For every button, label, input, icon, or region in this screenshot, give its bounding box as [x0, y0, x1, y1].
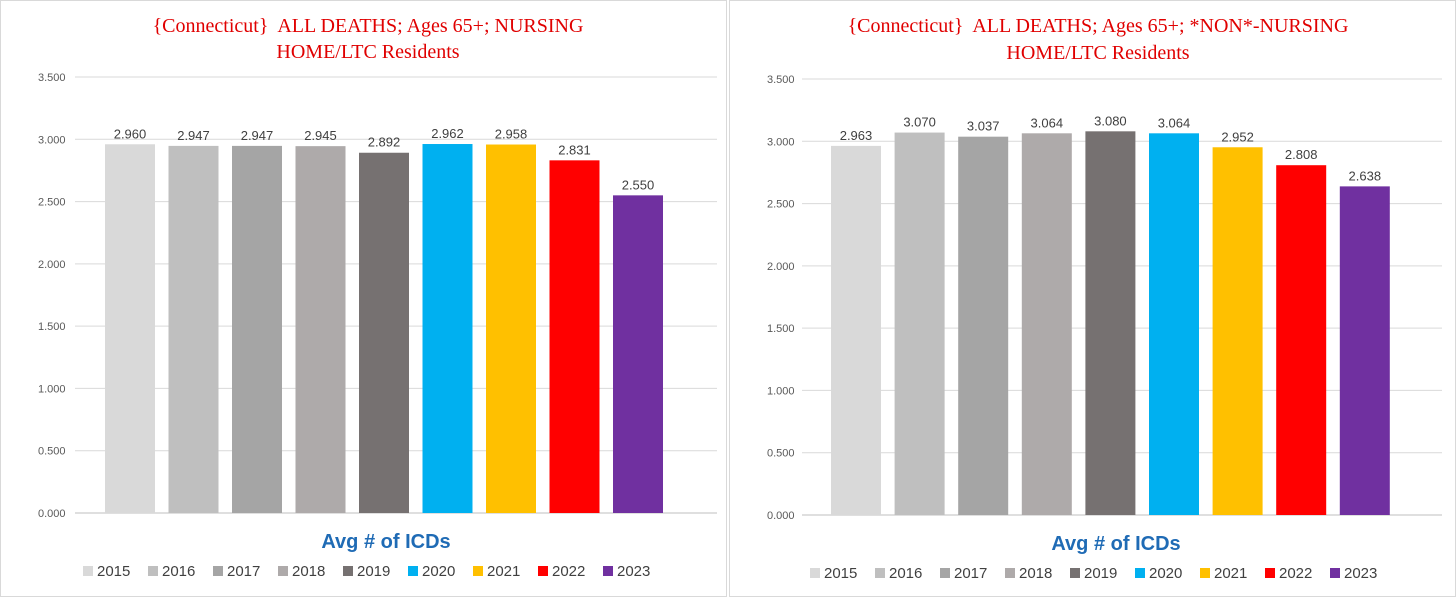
legend-label-2018: 2018 [292, 563, 325, 580]
legend-label-2021: 2021 [487, 563, 520, 580]
data-label-2018: 3.064 [1031, 115, 1064, 130]
legend-swatch-2021 [1200, 568, 1210, 578]
y-tick-label: 1.500 [767, 323, 795, 335]
x-axis-title: Avg # of ICDs [321, 531, 450, 553]
legend-label-2023: 2023 [617, 563, 650, 580]
chart-title-line-2: HOME/LTC Residents [1006, 42, 1189, 64]
bar-2016 [894, 132, 945, 515]
data-label-2017: 2.947 [241, 128, 274, 143]
data-label-2020: 2.962 [431, 126, 464, 141]
legend-label-2017: 2017 [954, 565, 987, 582]
bar-2023 [1339, 186, 1390, 516]
data-label-2022: 2.831 [558, 142, 591, 157]
chart-title-line-2: HOME/LTC Residents [276, 41, 459, 63]
y-tick-label: 3.000 [767, 136, 795, 148]
data-label-2016: 3.070 [903, 115, 936, 130]
chart-panel-non-nursing-home: {Connecticut} ALL DEATHS; Ages 65+; *NON… [729, 0, 1456, 597]
y-tick-label: 1.000 [38, 383, 66, 395]
legend-label-2015: 2015 [97, 563, 130, 580]
y-tick-label: 3.000 [38, 134, 66, 146]
y-tick-label: 2.500 [767, 199, 795, 211]
data-label-2023: 2.638 [1349, 168, 1382, 183]
data-label-2016: 2.947 [177, 128, 210, 143]
legend-swatch-2015 [83, 566, 93, 576]
y-tick-label: 2.500 [38, 197, 66, 209]
legend-label-2019: 2019 [357, 563, 390, 580]
legend-swatch-2022 [1265, 568, 1275, 578]
data-label-2022: 2.808 [1285, 147, 1318, 162]
y-tick-label: 1.500 [38, 321, 66, 333]
legend-label-2019: 2019 [1084, 565, 1117, 582]
legend-swatch-2023 [603, 566, 613, 576]
y-tick-label: 0.500 [767, 448, 795, 460]
legend-swatch-2017 [213, 566, 223, 576]
legend-swatch-2021 [473, 566, 483, 576]
data-label-2019: 3.080 [1094, 113, 1127, 128]
legend-swatch-2017 [940, 568, 950, 578]
legend-label-2022: 2022 [552, 563, 585, 580]
bar-2020 [422, 144, 473, 514]
legend-swatch-2023 [1330, 568, 1340, 578]
bar-2022 [1276, 165, 1327, 515]
legend-label-2017: 2017 [227, 563, 260, 580]
bar-2016 [168, 145, 219, 513]
bar-2018 [295, 146, 346, 513]
legend-label-2016: 2016 [889, 565, 922, 582]
data-label-2023: 2.550 [622, 177, 655, 192]
bar-2015 [831, 145, 881, 516]
chart-panel-nursing-home: {Connecticut} ALL DEATHS; Ages 65+; NURS… [0, 0, 727, 597]
legend-label-2023: 2023 [1344, 565, 1377, 582]
chart-title-line-1: {Connecticut} ALL DEATHS; Ages 65+; NURS… [153, 15, 584, 37]
data-label-2018: 2.945 [304, 128, 337, 143]
legend-swatch-2019 [343, 566, 353, 576]
data-label-2019: 2.892 [368, 135, 401, 150]
legend-swatch-2016 [148, 566, 158, 576]
y-tick-label: 2.000 [38, 259, 66, 271]
legend-swatch-2015 [810, 568, 820, 578]
y-tick-label: 0.000 [38, 508, 66, 520]
legend-swatch-2018 [278, 566, 288, 576]
bar-2019 [359, 152, 409, 513]
y-tick-label: 0.000 [767, 510, 795, 522]
data-label-2015: 2.963 [840, 128, 873, 143]
bar-2021 [486, 144, 536, 514]
y-tick-label: 1.000 [767, 385, 795, 397]
y-tick-label: 0.500 [38, 446, 66, 458]
legend-swatch-2016 [875, 568, 885, 578]
y-tick-label: 3.500 [38, 72, 66, 84]
bar-2018 [1021, 133, 1072, 515]
chart-title-line-1: {Connecticut} ALL DEATHS; Ages 65+; *NON… [848, 15, 1349, 37]
data-label-2021: 2.952 [1221, 129, 1254, 144]
y-tick-label: 3.500 [767, 74, 795, 86]
legend-swatch-2022 [538, 566, 548, 576]
x-axis-title: Avg # of ICDs [1051, 533, 1180, 555]
bar-2020 [1149, 133, 1199, 515]
legend-swatch-2018 [1005, 568, 1015, 578]
bar-2022 [549, 160, 600, 513]
data-label-2021: 2.958 [495, 127, 528, 142]
legend-label-2021: 2021 [1214, 565, 1247, 582]
y-tick-label: 2.000 [767, 261, 795, 273]
data-label-2015: 2.960 [114, 126, 147, 141]
bar-2023 [613, 195, 663, 514]
bar-2017 [232, 145, 282, 513]
legend-label-2016: 2016 [162, 563, 195, 580]
legend-swatch-2020 [1135, 568, 1145, 578]
legend-label-2020: 2020 [422, 563, 455, 580]
data-label-2017: 3.037 [967, 119, 1000, 134]
bar-chart-nursing-home: {Connecticut} ALL DEATHS; Ages 65+; NURS… [38, 15, 717, 580]
data-label-2020: 3.064 [1158, 115, 1191, 130]
bar-2019 [1085, 131, 1136, 515]
legend-label-2015: 2015 [824, 565, 857, 582]
legend-swatch-2019 [1070, 568, 1080, 578]
legend-label-2018: 2018 [1019, 565, 1052, 582]
legend-swatch-2020 [408, 566, 418, 576]
bar-chart-non-nursing-home: {Connecticut} ALL DEATHS; Ages 65+; *NON… [767, 15, 1442, 582]
bar-2021 [1212, 147, 1263, 515]
bar-2015 [105, 144, 155, 514]
legend-label-2020: 2020 [1149, 565, 1182, 582]
legend-label-2022: 2022 [1279, 565, 1312, 582]
bar-2017 [958, 136, 1009, 515]
